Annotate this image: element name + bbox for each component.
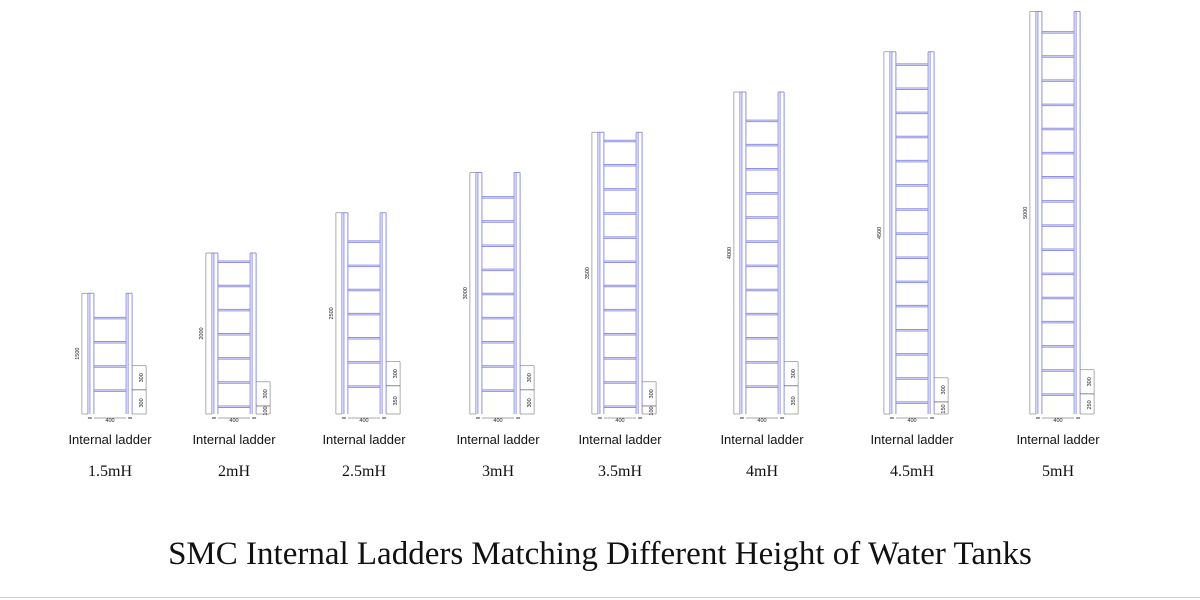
height-dimension-text: 3500 [585,267,591,279]
height-dimension-text: 2500 [329,307,335,319]
ladder-height-label: 1.5mH [88,463,132,480]
ladder: 2000 400 300 100 [199,252,271,424]
ladder: 3500 400 300 100 [585,131,657,424]
ladder-height-label: 5mH [1042,463,1074,480]
width-dimension-text: 400 [1053,418,1062,424]
ladder-type-label: Internal ladder [1016,432,1100,447]
ladder-type-label: Internal ladder [578,432,662,447]
height-dimension-text: 5000 [1023,207,1029,219]
bottom-offset-dimension-text: 250 [1087,400,1093,409]
ladder-height-label: 4mH [746,463,778,480]
pitch-dimension-text: 300 [393,369,399,378]
ladder-height-label: 3.5mH [598,463,642,480]
pitch-dimension-text: 300 [791,369,797,378]
width-dimension-text: 400 [105,418,114,424]
ladder-type-label: Internal ladder [456,432,540,447]
height-dimension-text: 1500 [75,348,81,360]
ladder-type-label: Internal ladder [870,432,954,447]
bottom-offset-dimension-text: 100 [649,406,655,415]
ladder: 1500 400 300 300 [75,292,147,424]
height-dimension-text: 4000 [727,247,733,259]
bottom-offset-dimension-text: 300 [527,398,533,407]
bottom-offset-dimension-text: 350 [393,396,399,405]
pitch-dimension-text: 300 [941,385,947,394]
width-dimension-text: 400 [359,418,368,424]
ladder-height-label: 2mH [218,463,250,480]
bottom-divider [0,597,1200,598]
pitch-dimension-text: 300 [139,373,145,382]
ladder: 3000 400 300 300 [463,172,535,424]
ladder-height-label: 4.5mH [890,463,934,480]
ladder-height-label: 3mH [482,463,514,480]
ladder: 4000 400 300 350 [727,91,799,424]
height-dimension-text: 3000 [463,287,469,299]
pitch-dimension-text: 300 [527,373,533,382]
bottom-offset-dimension-text: 300 [139,398,145,407]
ladder-type-label: Internal ladder [68,432,152,447]
bottom-offset-dimension-text: 150 [941,404,947,413]
page-title: SMC Internal Ladders Matching Different … [168,536,1032,572]
ladder: 5000 400 300 250 [1023,11,1095,424]
ladder-type-label: Internal ladder [720,432,804,447]
width-dimension-text: 400 [229,418,238,424]
pitch-dimension-text: 300 [263,389,269,398]
height-dimension-text: 2000 [199,327,205,339]
width-dimension-text: 400 [493,418,502,424]
pitch-dimension-text: 300 [649,389,655,398]
ladder: 4500 400 300 150 [877,51,949,424]
width-dimension-text: 400 [757,418,766,424]
bottom-offset-dimension-text: 100 [263,406,269,415]
pitch-dimension-text: 300 [1087,377,1093,386]
ladder: 2500 400 300 350 [329,212,401,424]
ladder-type-label: Internal ladder [192,432,276,447]
width-dimension-text: 400 [615,418,624,424]
ladder-type-label: Internal ladder [322,432,406,447]
bottom-offset-dimension-text: 350 [791,396,797,405]
height-dimension-text: 4500 [877,227,883,239]
ladder-height-label: 2.5mH [342,463,386,480]
width-dimension-text: 400 [907,418,916,424]
